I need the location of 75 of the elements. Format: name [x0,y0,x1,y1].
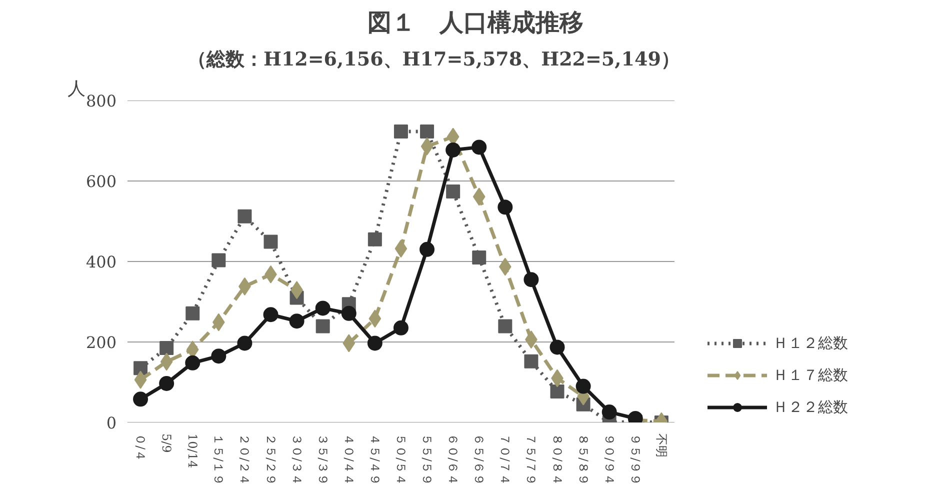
point [420,242,435,257]
legend-label: Ｈ２２総数 [773,398,848,416]
point [315,300,330,316]
x-tick-label: ２０/２４ [238,434,252,486]
chart-title: 図１ 人口構成推移 [368,8,584,36]
point [420,124,434,138]
point [498,258,512,276]
x-tick-label: ６０/６４ [446,434,460,486]
x-tick-label: ９０/９４ [602,434,616,486]
point [368,310,382,328]
point [212,253,226,268]
x-tick-label: ８５/８９ [576,434,590,486]
point [446,142,461,158]
point [263,307,278,322]
point [238,209,252,224]
x-tick-label: ２５/２９ [264,434,278,486]
point [420,137,434,156]
x-tick-label: 不明 [654,434,668,458]
point [159,376,174,391]
x-tick-label: ５０/５４ [394,434,408,486]
y-tick-label: 600 [86,172,117,191]
point [341,306,356,321]
y-tick-label: 400 [86,252,117,272]
point [576,378,591,394]
y-axis-title: 人 [68,78,86,100]
point [446,184,460,198]
chart-subtitle: （総数：H12=6,156、H17=5,578、H22=5,149） [188,48,680,70]
y-tick-label: 200 [86,333,117,352]
point [185,355,200,370]
y-tick-label: 800 [86,92,117,110]
point [289,314,304,329]
point [472,188,486,206]
point [393,320,408,336]
point [367,336,382,351]
x-tick-label: １５/１９ [212,434,226,486]
point [524,272,539,288]
x-tick-label: ５５/５９ [420,434,434,486]
x-tick-label: ９５/９９ [628,434,642,486]
point [237,336,252,351]
point [550,340,565,355]
point [160,352,173,371]
point [211,348,226,364]
x-tick-label: ４０/４４ [342,434,356,486]
point [134,361,148,376]
y-tick-label: 0 [106,414,117,432]
legend-label: Ｈ１２総数 [773,334,848,352]
x-tick-label: ０/４ [134,434,148,462]
point [316,319,330,334]
point [472,140,487,155]
x-tick-label: ４５/４９ [368,434,382,486]
x-tick-label: ７０/７４ [498,434,512,486]
x-tick-label: ８０/８４ [550,434,564,486]
x-tick-label: 5/9 [160,434,174,453]
point [524,354,538,368]
legend-label: Ｈ１７総数 [773,366,848,384]
x-tick-label: ６５/６９ [472,434,486,486]
point [186,306,200,320]
x-tick-label: 10/14 [186,434,200,468]
point [264,234,278,249]
point [498,319,512,334]
point [602,404,617,420]
point [160,341,174,356]
x-tick-label: ３５/３９ [316,434,330,486]
point [498,200,513,215]
point [134,370,147,389]
x-tick-label: ７５/７９ [524,434,538,486]
point [342,334,356,352]
point [550,384,564,399]
point [472,250,486,264]
x-tick-label: ３０/３４ [290,434,304,486]
point [368,232,382,246]
point [133,392,148,407]
point [212,313,225,332]
point [394,124,408,138]
point [394,240,408,258]
